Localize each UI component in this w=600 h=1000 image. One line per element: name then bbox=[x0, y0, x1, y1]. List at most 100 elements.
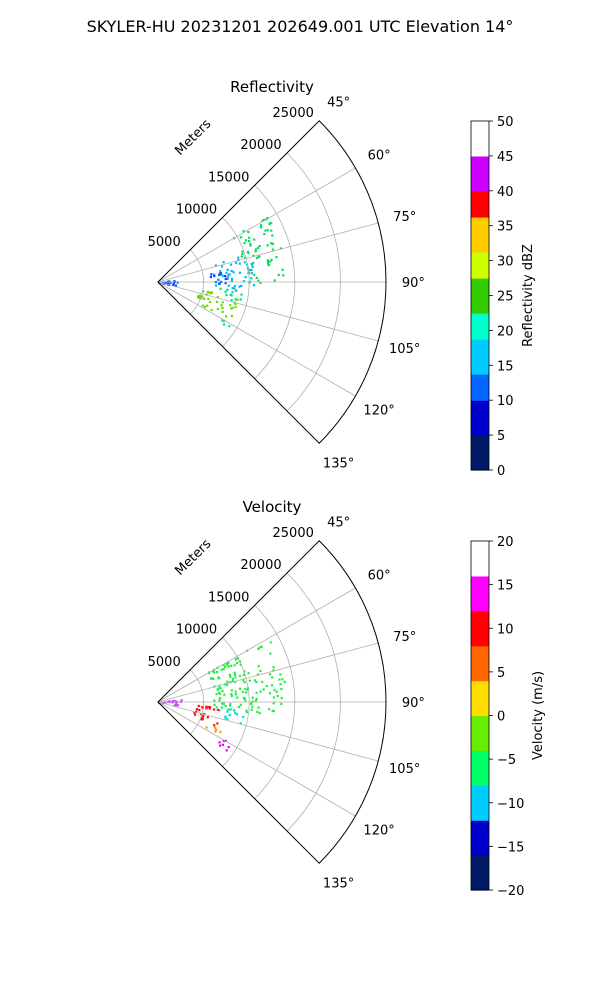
velocity-panel: Velocity 5000 10000 15000 20000 25000 45° 60°… bbox=[148, 498, 546, 899]
echo-pixel bbox=[266, 261, 270, 264]
echo-pixel bbox=[239, 236, 242, 239]
echo-pixel bbox=[234, 676, 237, 679]
echo-pixel bbox=[241, 250, 244, 253]
echo-pixel bbox=[225, 271, 228, 274]
echo-pixel bbox=[281, 678, 284, 681]
colorbar-step bbox=[471, 811, 489, 821]
colorbar-tick-label: −5 bbox=[497, 753, 516, 768]
echo-pixel bbox=[207, 297, 210, 300]
echo-pixel bbox=[280, 688, 283, 691]
echo-pixel bbox=[266, 229, 269, 232]
echo-pixel bbox=[231, 277, 234, 280]
echo-pixel bbox=[218, 741, 221, 744]
colorbar-step bbox=[471, 182, 489, 192]
colorbar-step bbox=[471, 698, 489, 708]
colorbar-step bbox=[471, 575, 489, 586]
echo-pixel bbox=[280, 696, 283, 700]
echo-pixel bbox=[172, 281, 175, 284]
echo-pixel bbox=[230, 695, 233, 698]
colorbar-tick-label: −20 bbox=[497, 884, 524, 899]
echo-pixel bbox=[258, 245, 261, 248]
echo-pixel bbox=[205, 705, 208, 709]
echo-pixel bbox=[219, 272, 222, 275]
echo-pixel bbox=[218, 699, 221, 702]
echo-pixel bbox=[242, 673, 245, 676]
echo-pixel bbox=[271, 234, 274, 237]
echo-pixel bbox=[264, 229, 267, 232]
colorbar-label: Reflectivity dBZ bbox=[521, 244, 536, 347]
colorbar-step bbox=[471, 251, 489, 262]
echo-pixel bbox=[220, 706, 224, 709]
echo-pixel bbox=[176, 281, 179, 284]
echo-pixel bbox=[219, 287, 222, 290]
colorbar-step bbox=[471, 584, 489, 594]
azimuth-ticks: 45° 60° 75° 90° 105° 120° 135° bbox=[323, 515, 425, 891]
echo-pixel bbox=[210, 677, 213, 680]
colorbar-label: Velocity (m/s) bbox=[531, 671, 546, 760]
echo-pixel bbox=[251, 696, 254, 699]
echo-pixel bbox=[227, 746, 230, 749]
colorbar-step bbox=[471, 321, 489, 331]
range-tick-label: 5000 bbox=[148, 655, 181, 670]
echo-pixel bbox=[222, 668, 225, 671]
panel-title: Reflectivity bbox=[230, 78, 314, 96]
echo-pixel bbox=[221, 306, 224, 309]
echo-pixel bbox=[268, 708, 271, 711]
echo-pixel bbox=[255, 691, 258, 694]
colorbar-step bbox=[471, 260, 489, 270]
echo-pixel bbox=[174, 284, 178, 287]
echo-pixel bbox=[214, 264, 217, 267]
echo-pixel bbox=[221, 310, 224, 313]
colorbar-step bbox=[471, 417, 489, 427]
colorbar-step bbox=[471, 339, 489, 349]
echo-pixel bbox=[255, 697, 258, 701]
azimuth-tick-label: 90° bbox=[402, 696, 425, 711]
echo-pixel bbox=[219, 730, 222, 734]
echo-pixel bbox=[202, 290, 205, 293]
echo-pixel bbox=[200, 297, 203, 300]
echo-pixel bbox=[243, 241, 246, 245]
echo-pixel bbox=[214, 726, 217, 729]
colorbar-step bbox=[471, 426, 489, 436]
colorbar-step bbox=[471, 750, 489, 760]
colorbar-step bbox=[471, 820, 489, 830]
azimuth-tick-label: 60° bbox=[368, 568, 391, 583]
colorbar-tick-label: 20 bbox=[497, 535, 514, 550]
echo-pixel bbox=[208, 705, 212, 709]
colorbar-step bbox=[471, 452, 489, 462]
echo-pixel bbox=[237, 705, 241, 709]
azimuth-tick-label: 120° bbox=[363, 824, 394, 839]
echo-pixel bbox=[210, 291, 213, 295]
echo-pixel bbox=[205, 707, 208, 710]
echo-pixel bbox=[234, 673, 237, 676]
echo-pixel bbox=[169, 281, 172, 284]
echo-pixel bbox=[230, 279, 233, 283]
echo-pixel bbox=[268, 222, 271, 225]
panel-title: Velocity bbox=[243, 498, 302, 516]
colorbar-tick-label: 5 bbox=[497, 429, 505, 444]
echo-pixel bbox=[228, 673, 231, 676]
echo-pixel bbox=[250, 272, 253, 275]
echo-pixel bbox=[226, 684, 229, 687]
azimuth-tick-label: 120° bbox=[363, 404, 394, 419]
echo-pixel bbox=[218, 677, 221, 680]
echo-pixel bbox=[256, 710, 259, 713]
echo-pixel bbox=[201, 705, 204, 709]
echo-pixel bbox=[226, 277, 229, 280]
echo-pixel bbox=[258, 646, 261, 649]
echo-pixel bbox=[241, 690, 245, 693]
echo-pixel bbox=[234, 711, 237, 714]
echo-pixel bbox=[225, 293, 228, 297]
colorbar-step bbox=[471, 706, 489, 717]
echo-pixel bbox=[252, 284, 256, 287]
echo-pixel bbox=[279, 673, 282, 676]
echo-pixel bbox=[247, 672, 250, 675]
echo-pixel bbox=[227, 665, 230, 668]
echo-pixel bbox=[244, 239, 247, 242]
echo-pixel bbox=[271, 709, 274, 712]
echo-pixel bbox=[243, 261, 246, 264]
echo-pixel bbox=[242, 679, 245, 682]
echo-pixel bbox=[193, 711, 196, 714]
echo-pixel bbox=[219, 697, 222, 700]
echo-pixel bbox=[230, 689, 233, 692]
